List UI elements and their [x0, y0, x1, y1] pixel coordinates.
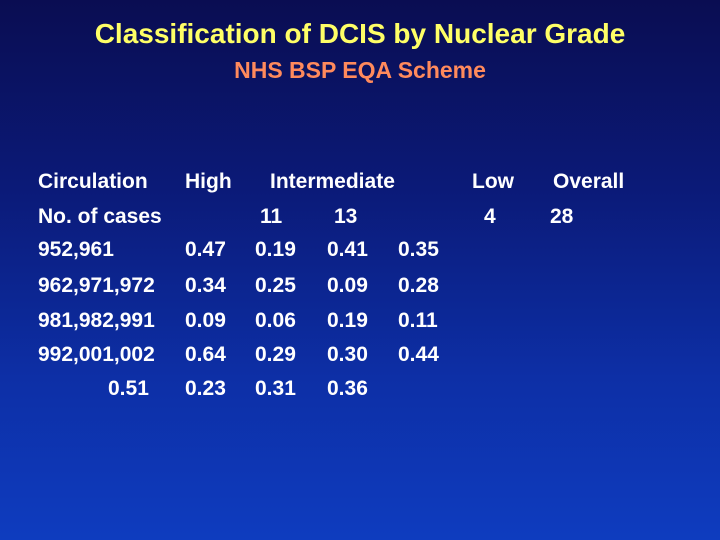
row-value: 0.28: [398, 274, 439, 297]
cases-value: 4: [484, 205, 496, 228]
cases-value: 28: [550, 205, 574, 228]
row-circulation: 992,001,002: [38, 343, 155, 366]
row-value: 0.44: [398, 343, 439, 366]
cases-value: 11: [260, 205, 283, 228]
header-intermediate: Intermediate: [270, 170, 395, 193]
row-value: 0.31: [255, 377, 296, 400]
row-value: 0.34: [185, 274, 226, 297]
row-value: 0.19: [327, 309, 368, 332]
row-value: 0.06: [255, 309, 296, 332]
row-value: 0.41: [327, 238, 368, 261]
row-value: 0.19: [255, 238, 296, 261]
row-value: 0.25: [255, 274, 296, 297]
row-circulation: 952,961: [38, 238, 114, 261]
slide-title: Classification of DCIS by Nuclear Grade: [94, 18, 626, 49]
header-high: High: [185, 170, 232, 193]
row-value: 0.51: [108, 377, 149, 400]
row-value: 0.11: [398, 309, 438, 332]
header-low: Low: [472, 170, 514, 193]
row-value: 0.30: [327, 343, 368, 366]
row-value: 0.36: [327, 377, 368, 400]
slide-subtitle: NHS BSP EQA Scheme: [234, 57, 486, 83]
row-circulation: 962,971,972: [38, 274, 155, 297]
row-value: 0.09: [327, 274, 368, 297]
cases-label: No. of cases: [38, 205, 162, 228]
cases-value: 13: [334, 205, 358, 228]
row-value: 0.64: [185, 343, 226, 366]
row-value: 0.35: [398, 238, 439, 261]
row-value: 0.47: [185, 238, 226, 261]
row-value: 0.23: [185, 377, 226, 400]
row-circulation: 981,982,991: [38, 309, 155, 332]
header-overall: Overall: [553, 170, 625, 193]
row-value: 0.29: [255, 343, 296, 366]
row-value: 0.09: [185, 309, 226, 332]
header-circulation: Circulation: [38, 170, 148, 193]
